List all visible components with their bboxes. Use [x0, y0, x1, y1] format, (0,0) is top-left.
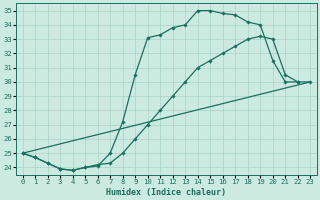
- X-axis label: Humidex (Indice chaleur): Humidex (Indice chaleur): [107, 188, 227, 197]
